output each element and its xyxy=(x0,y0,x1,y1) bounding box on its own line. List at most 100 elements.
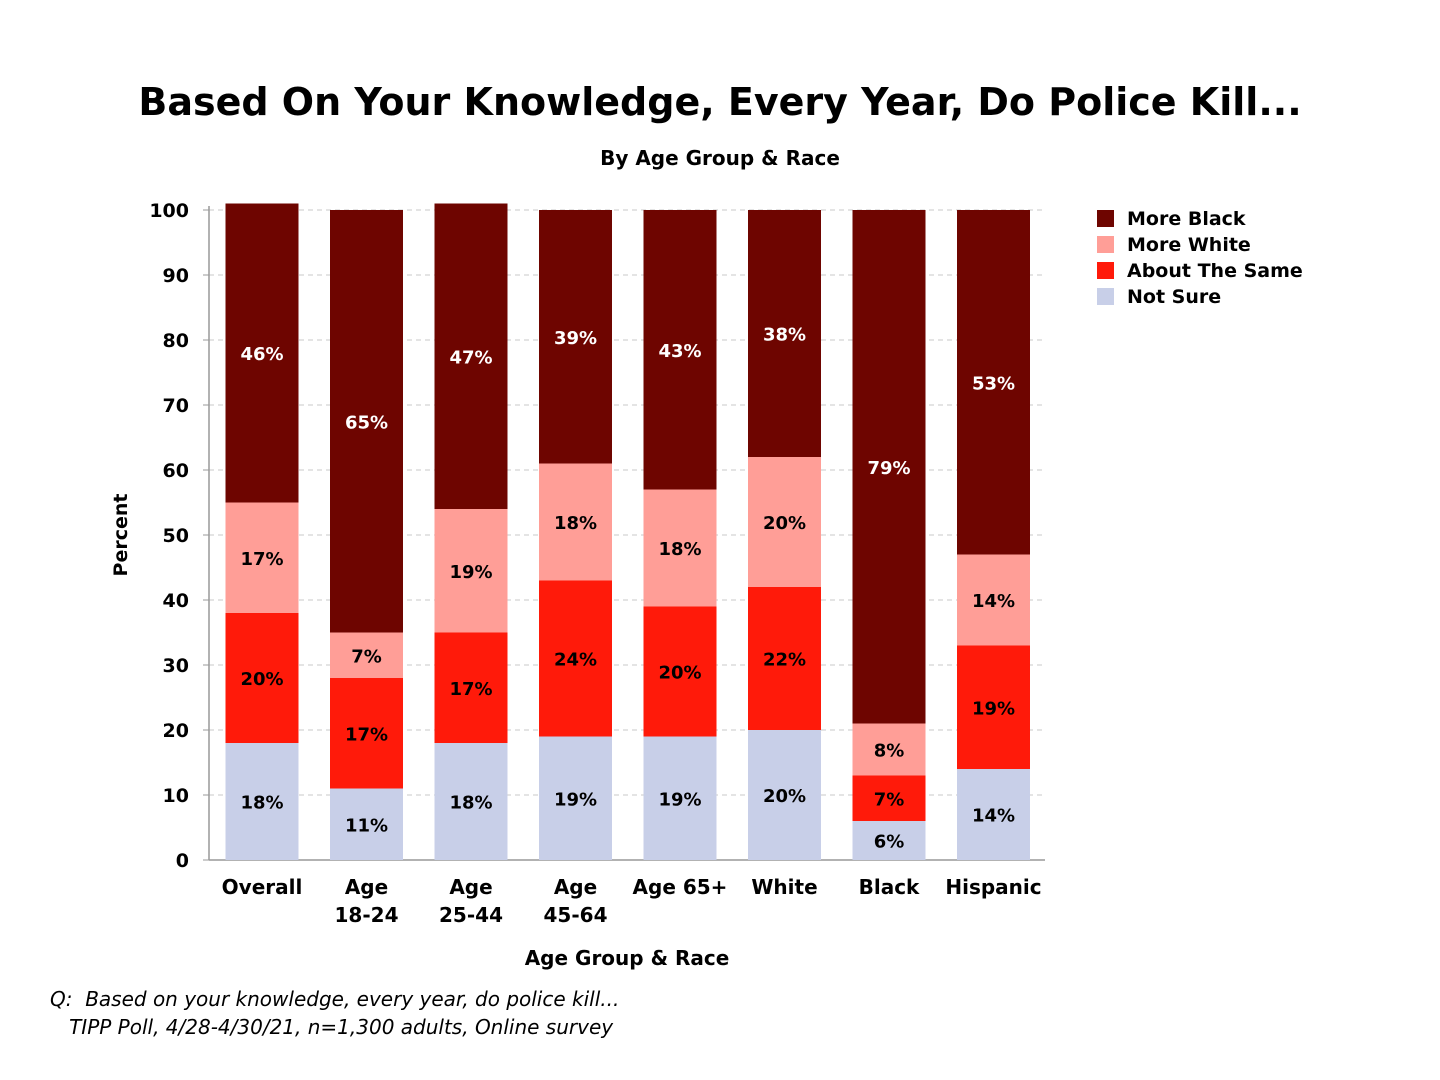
data-label: 20% xyxy=(763,786,806,807)
data-label: 24% xyxy=(554,650,597,671)
data-label: 17% xyxy=(240,549,283,570)
data-label: 7% xyxy=(351,646,382,667)
y-tick-label: 90 xyxy=(163,265,189,287)
bar-segment-more-black xyxy=(957,210,1030,555)
bar-segment-about-the-same xyxy=(643,606,717,737)
y-tick-label: 40 xyxy=(163,590,189,612)
data-label: 18% xyxy=(240,793,283,814)
y-tick-label: 20 xyxy=(163,720,189,742)
legend-label: More Black xyxy=(1127,208,1246,230)
data-label: 39% xyxy=(554,328,597,349)
data-label: 22% xyxy=(763,650,806,671)
legend-swatch xyxy=(1097,262,1114,279)
legend-swatch xyxy=(1097,236,1114,253)
bar-segment-more-black xyxy=(748,210,821,457)
data-label: 19% xyxy=(449,562,492,583)
data-label: 6% xyxy=(874,832,905,853)
bar-segment-about-the-same xyxy=(852,775,926,821)
bar-segment-more-white xyxy=(539,463,612,581)
bar-segment-not-sure xyxy=(748,730,821,860)
data-label: 18% xyxy=(554,513,597,534)
x-tick-label: Overall xyxy=(222,875,303,899)
data-label: 14% xyxy=(972,591,1015,612)
bar-segment-more-white xyxy=(957,554,1030,646)
x-tick-label: Age xyxy=(345,875,388,899)
legend-label: More White xyxy=(1127,234,1251,256)
data-label: 53% xyxy=(972,373,1015,394)
data-label: 7% xyxy=(874,789,905,810)
chart-title: Based On Your Knowledge, Every Year, Do … xyxy=(138,80,1302,124)
data-label: 17% xyxy=(449,679,492,700)
bar-segment-about-the-same xyxy=(225,613,299,743)
bar-segment-about-the-same xyxy=(539,580,612,737)
chart-subtitle: By Age Group & Race xyxy=(600,146,840,170)
bar-segment-more-black xyxy=(539,210,612,464)
bar-segment-more-black xyxy=(225,203,299,503)
data-label: 18% xyxy=(449,793,492,814)
bar-segment-about-the-same xyxy=(957,645,1030,769)
data-label: 79% xyxy=(867,458,910,479)
bar-segment-more-black xyxy=(852,210,926,724)
y-tick-label: 10 xyxy=(163,785,189,807)
legend-label: About The Same xyxy=(1127,260,1303,282)
data-label: 20% xyxy=(240,669,283,690)
x-tick-label: Age 65+ xyxy=(633,875,728,899)
bar-segment-more-white xyxy=(434,509,508,633)
x-tick-label: 18-24 xyxy=(335,903,399,927)
x-tick-label: 25-44 xyxy=(439,903,503,927)
bar-segment-more-white xyxy=(330,632,403,678)
y-tick-label: 0 xyxy=(176,850,189,872)
bar-segment-not-sure xyxy=(330,788,403,860)
bar-segment-not-sure xyxy=(539,736,612,860)
y-tick-label: 100 xyxy=(149,200,189,222)
bar-segment-more-white xyxy=(852,723,926,776)
data-label: 8% xyxy=(874,741,905,762)
data-label: 19% xyxy=(972,698,1015,719)
bar-segment-not-sure xyxy=(434,743,508,860)
legend-swatch xyxy=(1097,210,1114,227)
bar-segment-more-white xyxy=(643,489,717,607)
data-label: 19% xyxy=(658,789,701,810)
y-tick-label: 30 xyxy=(163,655,189,677)
data-label: 19% xyxy=(554,789,597,810)
bar-segment-not-sure xyxy=(852,821,926,860)
y-tick-label: 60 xyxy=(163,460,189,482)
bar-segment-more-black xyxy=(330,210,403,633)
data-label: 14% xyxy=(972,806,1015,827)
bar-segment-more-white xyxy=(748,457,821,587)
data-label: 20% xyxy=(763,513,806,534)
data-label: 20% xyxy=(658,663,701,684)
data-label: 47% xyxy=(449,347,492,368)
data-label: 17% xyxy=(345,724,388,745)
x-tick-label: 45-64 xyxy=(544,903,608,927)
data-label: 46% xyxy=(240,344,283,365)
data-label: 43% xyxy=(658,341,701,362)
legend-swatch xyxy=(1097,288,1114,305)
footnote-question: Q: Based on your knowledge, every year, … xyxy=(50,987,620,1011)
y-tick-label: 50 xyxy=(163,525,189,547)
x-axis-label: Age Group & Race xyxy=(525,946,730,970)
footnote-source: TIPP Poll, 4/28-4/30/21, n=1,300 adults,… xyxy=(50,1015,614,1039)
bar-segment-not-sure xyxy=(957,769,1030,860)
y-tick-label: 70 xyxy=(163,395,189,417)
y-tick-label: 80 xyxy=(163,330,189,352)
x-tick-label: White xyxy=(751,875,817,899)
bar-segment-not-sure xyxy=(643,736,717,860)
x-tick-label: Age xyxy=(554,875,597,899)
bar-segment-about-the-same xyxy=(330,678,403,789)
bar-segment-more-black xyxy=(643,210,717,490)
data-label: 65% xyxy=(345,412,388,433)
x-tick-label: Black xyxy=(859,875,920,899)
bar-segment-more-white xyxy=(225,502,299,613)
data-label: 18% xyxy=(658,539,701,560)
data-label: 38% xyxy=(763,325,806,346)
x-tick-label: Age xyxy=(449,875,492,899)
data-label: 11% xyxy=(345,815,388,836)
bar-segment-about-the-same xyxy=(748,587,821,730)
bar-segment-about-the-same xyxy=(434,632,508,743)
y-axis-label: Percent xyxy=(110,494,132,577)
x-tick-label: Hispanic xyxy=(945,875,1041,899)
bar-segment-more-black xyxy=(434,203,508,509)
legend-label: Not Sure xyxy=(1127,286,1221,308)
